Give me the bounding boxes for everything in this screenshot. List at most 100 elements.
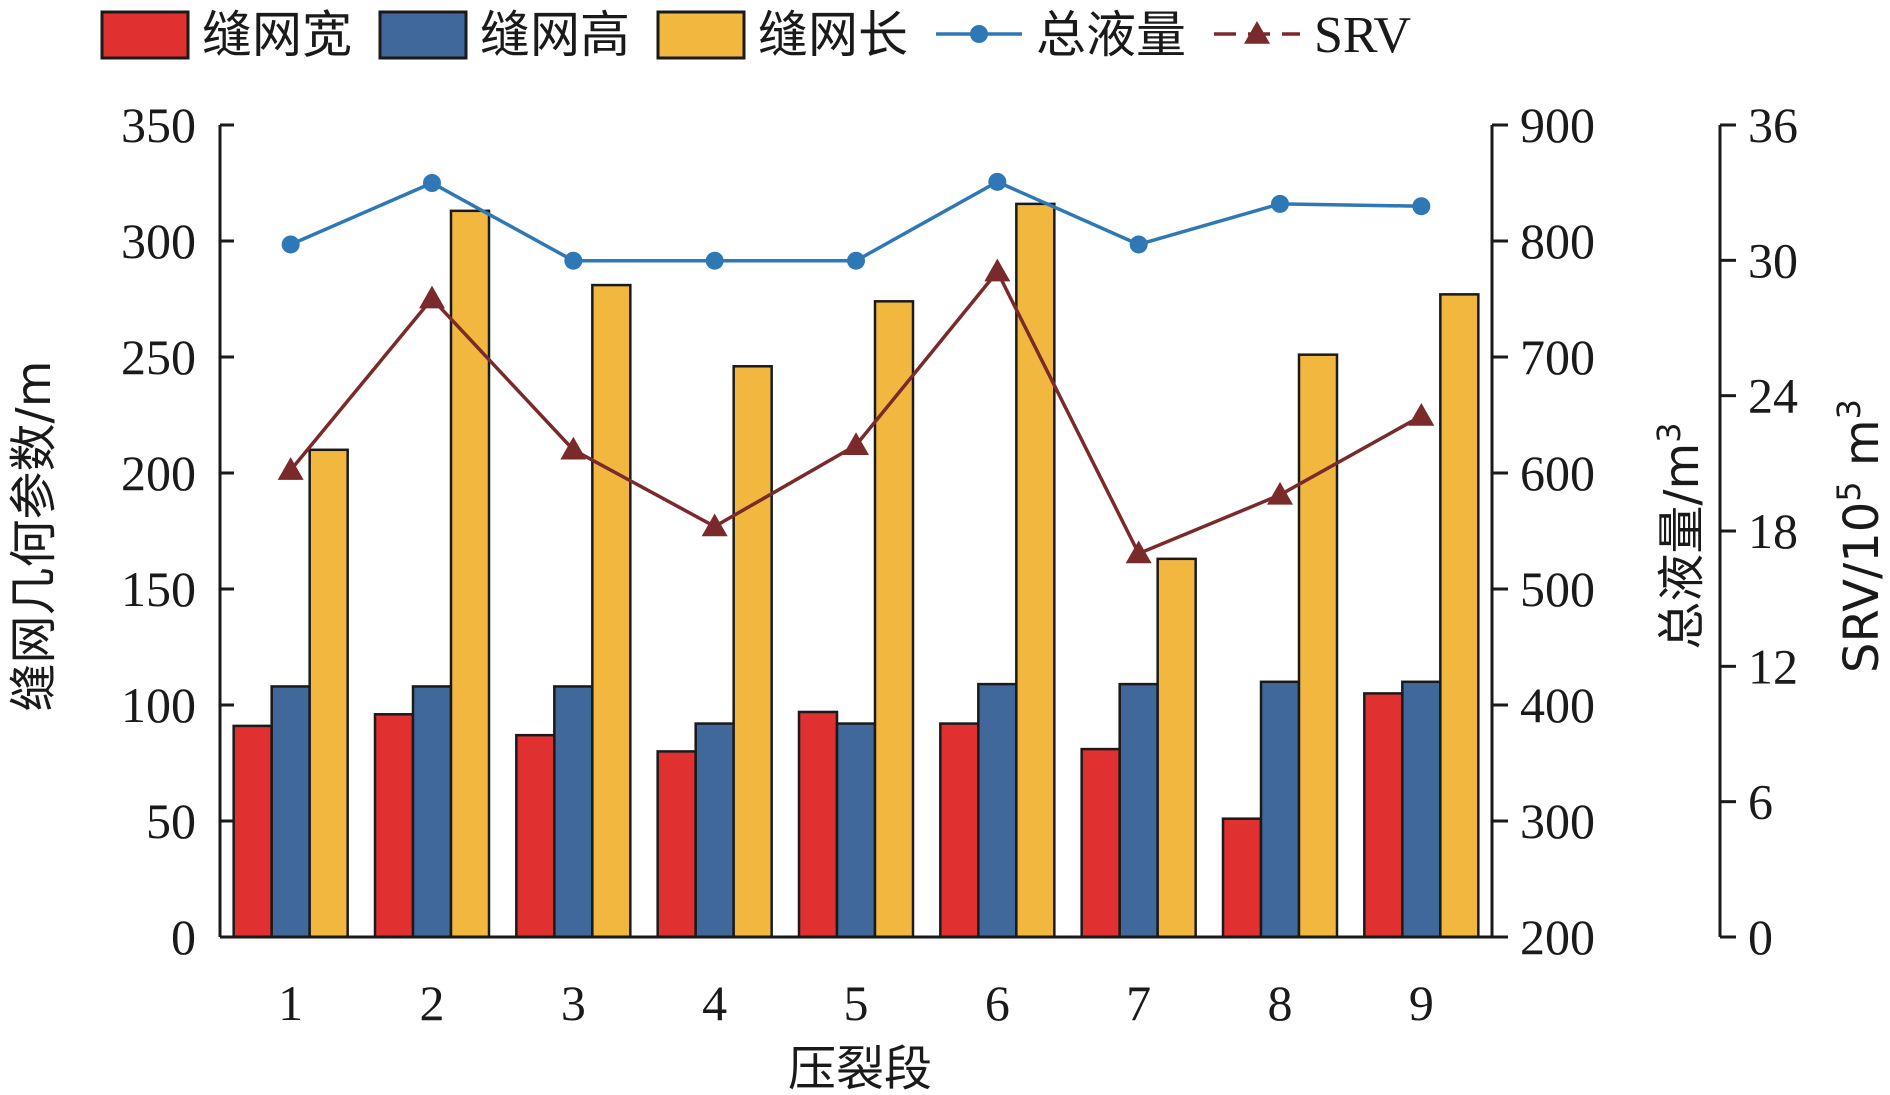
bar-缝网宽-8 — [1221, 817, 1263, 939]
bar-缝网高-4 — [694, 722, 735, 939]
y1-axis-title: 缝网几何参数/m — [6, 361, 62, 712]
point-总液量-6 — [988, 172, 1007, 191]
point-SRV-5 — [843, 432, 869, 456]
y3-axis-title-sup1: 5 — [1830, 481, 1868, 501]
bar-缝网长-4 — [732, 365, 773, 939]
point-总液量-2 — [423, 174, 441, 192]
point-总液量-8 — [1271, 194, 1289, 213]
bar-缝网宽-2 — [373, 713, 415, 939]
x-tick-label: 5 — [844, 975, 869, 1031]
bar-缝网高-5 — [835, 722, 877, 939]
y1-tick-label: 350 — [121, 97, 196, 153]
legend-swatch-缝网长 — [656, 10, 746, 60]
y2-axis-title-sup: 3 — [1650, 422, 1688, 442]
legend-label-缝网宽: 缝网宽 — [202, 6, 352, 64]
y1-tick-label: 50 — [146, 793, 196, 849]
bar-缝网宽-7 — [1080, 747, 1121, 939]
y1-tick-label: 150 — [121, 561, 196, 617]
bar-缝网高-9 — [1401, 680, 1442, 939]
y2-tick-label: 600 — [1520, 445, 1595, 501]
y3-tick-label: 0 — [1748, 909, 1773, 965]
y3-tick-label: 6 — [1748, 774, 1773, 830]
bar-缝网高-2 — [411, 685, 453, 939]
y2-tick-label: 200 — [1520, 909, 1595, 965]
point-总液量-4 — [705, 251, 724, 270]
point-SRV-4 — [701, 513, 728, 537]
bar-缝网长-7 — [1156, 557, 1197, 939]
point-总液量-1 — [281, 235, 300, 254]
x-tick-label: 9 — [1409, 975, 1434, 1031]
point-SRV-6 — [984, 258, 1011, 282]
y3-tick-label: 36 — [1748, 97, 1798, 153]
y2-tick-label: 300 — [1520, 793, 1595, 849]
y3-tick-label: 12 — [1748, 638, 1798, 694]
point-SRV-9 — [1408, 402, 1435, 426]
point-SRV-1 — [277, 457, 304, 480]
legend: 缝网宽 缝网高 缝网长 总液量 SRV — [100, 6, 1411, 64]
y2-axis-title-main: 总液量/m — [1654, 443, 1710, 650]
bar-缝网宽-9 — [1363, 692, 1404, 939]
point-总液量-5 — [847, 251, 865, 270]
y3-axis-title-sup2: 3 — [1830, 399, 1868, 419]
y3-axis-title-mid: m — [1834, 419, 1890, 481]
y1-tick-label: 300 — [121, 213, 196, 269]
y2-tick-label: 500 — [1520, 561, 1595, 617]
point-SRV-3 — [560, 436, 587, 460]
y1-tick-label: 100 — [121, 677, 196, 733]
point-总液量-9 — [1412, 197, 1431, 216]
point-SRV-8 — [1267, 481, 1293, 505]
y2-tick-label: 900 — [1520, 97, 1595, 153]
bar-缝网长-6 — [1015, 202, 1056, 939]
bar-缝网长-3 — [591, 283, 632, 939]
bar-缝网高-7 — [1118, 682, 1159, 939]
bar-缝网长-1 — [308, 448, 349, 939]
bar-缝网宽-4 — [656, 750, 697, 939]
legend-swatch-缝网宽 — [100, 10, 190, 60]
point-总液量-7 — [1129, 235, 1148, 254]
y2-axis-title: 总液量/m3 — [1650, 422, 1710, 649]
legend-label-SRV: SRV — [1314, 7, 1411, 64]
legend-label-总液量: 总液量 — [1036, 6, 1186, 64]
bar-group — [232, 202, 1480, 939]
x-tick-label: 6 — [985, 975, 1010, 1031]
point-总液量-3 — [564, 251, 583, 270]
y3-axis-title: SRV/105 m3 — [1830, 399, 1890, 673]
x-axis-title: 压裂段 — [788, 1041, 932, 1095]
y3-tick-label: 30 — [1748, 232, 1798, 288]
y1-tick-label: 0 — [171, 909, 196, 965]
bar-缝网宽-5 — [797, 710, 839, 939]
bar-缝网宽-6 — [939, 722, 980, 939]
line-group — [277, 172, 1435, 564]
bar-缝网长-8 — [1297, 353, 1339, 939]
point-SRV-7 — [1125, 540, 1152, 564]
bar-缝网高-3 — [553, 685, 594, 939]
y1-tick-label: 250 — [121, 329, 196, 385]
y3-axis-title-main: SRV/10 — [1834, 502, 1890, 673]
bar-缝网长-2 — [449, 209, 491, 939]
legend-marker-SRV — [1244, 21, 1270, 44]
bar-缝网长-9 — [1439, 293, 1480, 939]
legend-label-缝网高: 缝网高 — [480, 6, 630, 64]
y1-tick-label: 200 — [121, 445, 196, 501]
y3-tick-label: 24 — [1748, 368, 1798, 424]
x-tick-label: 4 — [702, 975, 727, 1031]
x-tick-label: 8 — [1268, 975, 1293, 1031]
bar-缝网高-1 — [270, 685, 311, 939]
x-tick-label: 2 — [420, 975, 445, 1031]
bar-缝网宽-3 — [515, 733, 556, 939]
legend-marker-总液量 — [970, 25, 988, 43]
bar-缝网高-8 — [1259, 680, 1301, 939]
bar-缝网长-5 — [873, 300, 915, 939]
point-SRV-2 — [419, 285, 445, 309]
legend-swatch-缝网高 — [378, 10, 468, 60]
x-tick-label: 7 — [1126, 975, 1151, 1031]
bar-缝网宽-1 — [232, 724, 273, 939]
x-tick-label: 1 — [278, 975, 303, 1031]
y2-tick-label: 800 — [1520, 213, 1595, 269]
y2-tick-label: 700 — [1520, 329, 1595, 385]
legend-label-缝网长: 缝网长 — [758, 6, 908, 64]
axes-group: 1 2 3 4 5 6 7 8 90501001502002503003502003004005… — [121, 97, 1798, 1031]
y2-tick-label: 400 — [1520, 677, 1595, 733]
